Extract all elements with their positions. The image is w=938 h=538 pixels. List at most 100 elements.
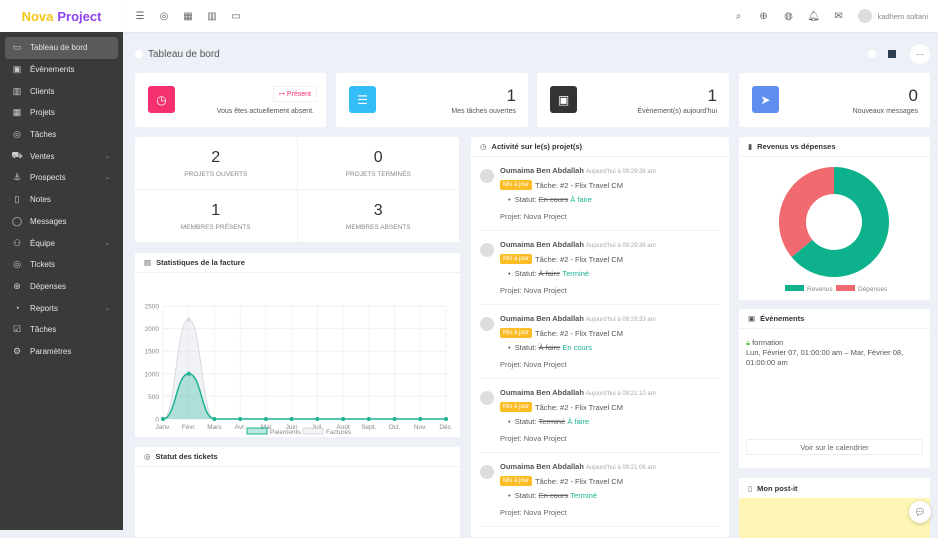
tasks-count: 1 [506,86,516,105]
old-status: En cours [538,491,569,500]
activity-item: Oumaima Ben Abdallah Aujourd'hui à 09:29:… [480,305,720,379]
sidebar-item-label: Équipe [30,238,55,248]
monitor-icon: ▭ [12,42,22,53]
messages-card[interactable]: ➤ 0 Nouveaux messages [739,73,930,127]
more-button[interactable]: ··· [910,44,930,64]
events-today-card[interactable]: ▣ 1 Évènement(s) aujourd'hui [537,73,729,127]
file-icon: ▤ [144,258,152,267]
tasks-card[interactable]: ☰ 1 Mes tâches ouvertes [336,73,528,127]
avatar[interactable] [857,9,872,23]
logo-part1: Nova [21,8,54,24]
plus-circle-icon[interactable]: ⊕ [759,10,768,22]
activity-title: Activité sur le(s) projet(s) [491,142,582,151]
check-circle-icon[interactable]: ◎ [159,10,169,22]
search-icon[interactable]: ⌕ [735,10,742,22]
sidebar-item-7[interactable]: ▯ Notes [5,189,118,211]
avatar[interactable] [480,169,494,183]
chat-button[interactable]: 💬︎ [909,501,931,523]
x-tick-label: Oct. [389,424,401,431]
activity-project[interactable]: Projet: Nova Project [500,286,567,295]
sidebar-item-6[interactable]: ⚓︎ Prospects ⌄ [5,167,118,189]
sidebar-item-label: Dépenses [30,281,67,291]
x-tick-label: Févr. [182,424,197,431]
activity-task[interactable]: Tâche: #2 - Flix Travel CM [535,328,623,338]
avatar[interactable] [480,391,494,405]
event-item[interactable]: 🔒︎ formation [746,338,923,348]
activity-task[interactable]: Tâche: #2 - Flix Travel CM [535,402,623,412]
briefcase-icon[interactable]: ▥ [207,10,217,22]
dark-theme-toggle[interactable] [888,50,896,58]
activity-user[interactable]: Oumaima Ben Abdallah [500,240,584,249]
series-area-Paiements [163,373,446,419]
users-icon: ⚇ [12,237,22,248]
activity-user[interactable]: Oumaima Ben Abdallah [500,462,584,471]
sidebar-item-3[interactable]: ▦ Projets [5,102,118,124]
mail-icon[interactable]: ✉ [834,10,843,22]
activity-project[interactable]: Projet: Nova Project [500,360,567,369]
legend-swatch [785,285,804,291]
user-name[interactable]: kadhem soltani [877,11,928,21]
data-point [186,317,191,322]
page-header: Tableau de bord ··· [135,44,930,64]
activity-task[interactable]: Tâche: #2 - Flix Travel CM [535,180,623,190]
absent-members[interactable]: 3 Membres absents [297,190,460,243]
grid-icon[interactable]: ▦ [183,10,193,22]
sidebar-item-0[interactable]: ▭ Tableau de bord [5,37,118,59]
avatar[interactable] [480,243,494,257]
avatar[interactable] [480,465,494,479]
events-label: Évènement(s) aujourd'hui [637,108,717,115]
sidebar-item-5[interactable]: ⛟ Ventes ⌄ [5,145,118,167]
activity-project[interactable]: Projet: Nova Project [500,434,567,443]
sidebar-item-4[interactable]: ◎ Tâches [5,124,118,146]
avatar[interactable] [480,317,494,331]
status-badge: Mis à jour [500,476,533,486]
clock-icon: ◷ [148,86,175,113]
sidebar-item-1[interactable]: ▣ Évènements [5,59,118,81]
globe-icon[interactable]: ◍ [784,10,793,22]
open-projects[interactable]: 2 Projets ouverts [135,137,298,190]
new-status: À faire [567,417,590,426]
activity-task[interactable]: Tâche: #2 - Flix Travel CM [535,476,623,486]
revenue-title: Revenus vs dépenses [757,142,836,151]
x-tick-label: Juin [286,424,298,431]
sidebar-item-14[interactable]: ⚙ Paramètres [5,341,118,363]
monitor-icon[interactable]: ▭ [231,10,241,22]
activity-user[interactable]: Oumaima Ben Abdallah [500,166,584,175]
sidebar-item-label: Tickets [30,260,56,270]
activity-item: Oumaima Ben Abdallah Aujourd'hui à 09:21:… [480,379,720,453]
activity-task[interactable]: Tâche: #2 - Flix Travel CM [535,254,623,264]
logo[interactable]: Nova Project [0,0,123,32]
sidebar-item-13[interactable]: ☑ Tâches [5,319,118,341]
sidebar-item-10[interactable]: ◎ Tickets [5,254,118,276]
sidebar-item-9[interactable]: ⚇ Équipe ⌄ [5,232,118,254]
status-badge: Mis à jour [500,402,533,412]
sidebar-item-label: Messages [30,216,67,226]
new-status: À faire [570,195,592,204]
activity-project[interactable]: Projet: Nova Project [500,212,567,221]
sidebar-item-12[interactable]: ◔ Reports ⌄ [5,297,118,319]
present-members[interactable]: 1 Membres présents [135,190,298,243]
menu-icon[interactable]: ☰ [135,10,145,22]
postit-textarea[interactable] [739,498,930,538]
briefcase-icon: ▥ [12,85,22,96]
bell-icon[interactable]: 🔔︎ [807,10,820,22]
sidebar-item-11[interactable]: ⊕ Dépenses [5,276,118,298]
data-point [238,417,243,421]
sidebar-item-label: Prospects [30,173,66,183]
data-point [289,417,294,421]
arrow-circle-icon: ⊕ [13,280,21,291]
view-calendar-button[interactable]: Voir sur le calendrier [746,439,923,455]
legend-swatch [836,285,855,291]
activity-user[interactable]: Oumaima Ben Abdallah [500,388,584,397]
postit-title: Mon post-it [757,483,798,493]
done-projects[interactable]: 0 Projets terminés [297,137,460,190]
activity-user[interactable]: Oumaima Ben Abdallah [500,314,584,323]
new-status: Terminé [562,269,590,278]
sidebar-item-8[interactable]: ◯ Messages [5,211,118,233]
statut-label: Statut: [514,269,537,278]
sidebar-item-2[interactable]: ▥ Clients [5,80,118,102]
clock-in-button[interactable]: ↦ Présent [273,86,317,102]
check-square-icon: ☑ [12,324,22,335]
light-theme-toggle[interactable] [868,50,876,58]
activity-project[interactable]: Projet: Nova Project [500,508,567,517]
